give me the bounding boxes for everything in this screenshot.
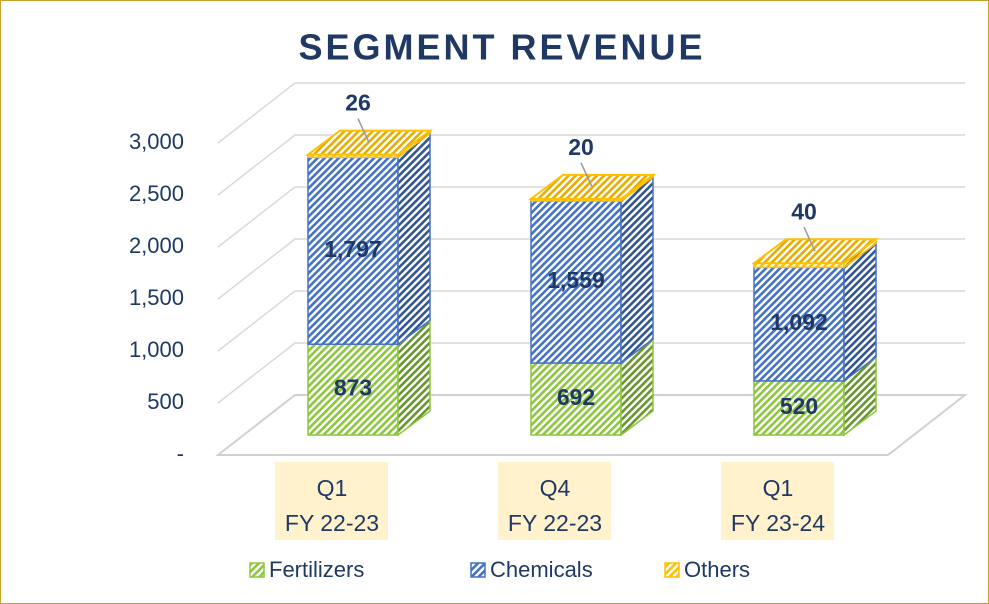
x-tick-label: Q1 bbox=[763, 475, 794, 501]
y-tick-label: 3,000 bbox=[129, 129, 184, 154]
y-tick-label: 500 bbox=[147, 389, 184, 414]
grid-line bbox=[217, 290, 965, 352]
data-label: 1,092 bbox=[770, 309, 828, 335]
x-tick-label: Q4 bbox=[540, 475, 571, 501]
bar-segment bbox=[753, 355, 877, 437]
data-label: 1,797 bbox=[324, 236, 382, 262]
bar-front bbox=[530, 200, 622, 364]
data-label: 20 bbox=[568, 134, 594, 160]
data-label: 520 bbox=[780, 393, 818, 419]
legend-label: Fertilizers bbox=[269, 557, 364, 582]
x-tick-label: FY 22-23 bbox=[285, 510, 379, 536]
data-label: 1,559 bbox=[547, 267, 605, 293]
category-label-bg bbox=[721, 462, 834, 540]
legend-swatch bbox=[249, 562, 265, 578]
bar-side bbox=[620, 175, 654, 365]
bar-front bbox=[307, 343, 399, 436]
y-tick-label: - bbox=[177, 441, 184, 466]
y-tick-label: 1,000 bbox=[129, 337, 184, 362]
data-label: 26 bbox=[345, 90, 371, 116]
bar-side bbox=[397, 131, 431, 346]
chart-title: SEGMENT REVENUE bbox=[298, 27, 705, 68]
x-tick-label: FY 22-23 bbox=[508, 510, 602, 536]
grid-line bbox=[217, 238, 965, 300]
y-tick-label: 1,500 bbox=[129, 285, 184, 310]
bar-segment bbox=[307, 131, 431, 346]
legend-swatch bbox=[664, 562, 680, 578]
x-tick-label: FY 23-24 bbox=[731, 510, 825, 536]
data-label: 692 bbox=[557, 384, 595, 410]
category-label-bg bbox=[275, 462, 388, 540]
data-label: 873 bbox=[334, 375, 372, 401]
y-tick-label: 2,000 bbox=[129, 233, 184, 258]
legend-label: Others bbox=[684, 557, 750, 582]
y-tick-label: 2,500 bbox=[129, 181, 184, 206]
bar-front bbox=[753, 266, 845, 382]
bar-front bbox=[530, 362, 622, 436]
leader-line bbox=[357, 118, 370, 143]
category-label-bg bbox=[498, 462, 611, 540]
grid-line bbox=[217, 186, 965, 248]
grid-line bbox=[217, 82, 965, 144]
x-tick-label: Q1 bbox=[317, 475, 348, 501]
grid-line bbox=[217, 342, 965, 404]
grid-line bbox=[217, 134, 965, 196]
leader-line bbox=[803, 226, 816, 252]
legend-swatch bbox=[470, 562, 486, 578]
bar-segment bbox=[307, 318, 431, 437]
legend-label: Chemicals bbox=[490, 557, 593, 582]
leader-line bbox=[580, 162, 593, 188]
data-label: 40 bbox=[791, 198, 817, 224]
bar-segment bbox=[530, 175, 654, 365]
bar-front bbox=[307, 156, 399, 345]
bar-segment bbox=[753, 241, 877, 383]
